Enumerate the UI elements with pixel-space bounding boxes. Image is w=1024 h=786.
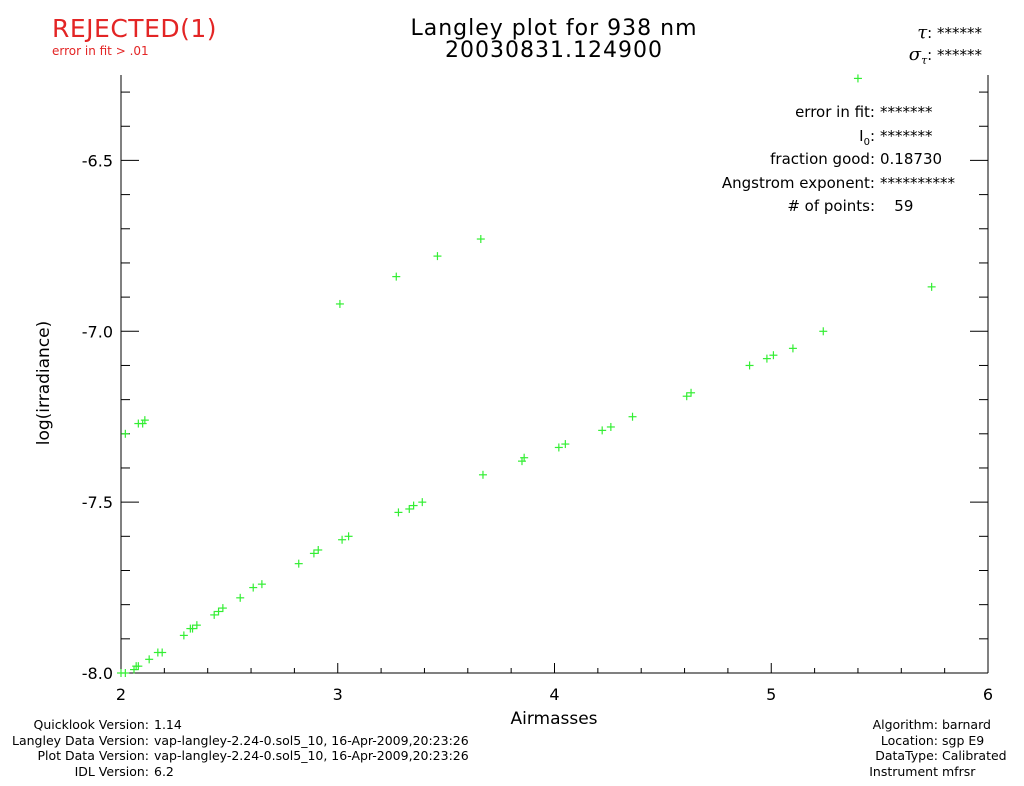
tau-value: : ****** [927,24,982,42]
footer-right-row-value: Calibrated [942,748,1007,763]
data-point [476,235,485,244]
data-point [121,669,130,677]
data-point [309,549,318,558]
stat-label: error in fit: [795,103,875,121]
plot-title: Langley plot for 938 nm [410,16,698,41]
x-tick-label: 5 [766,685,776,704]
data-point [188,624,197,633]
data-point [409,501,418,510]
stat-label: fraction good: [770,150,875,168]
data-point [628,412,637,421]
data-point [769,351,778,360]
y-axis-label: log(irradiance) [34,321,54,446]
footer-right-row-label: Algorithm: [872,717,938,732]
data-point [927,282,936,291]
footer-left-row-value: 1.14 [154,717,182,732]
status-note: error in fit > .01 [52,44,149,58]
data-point [134,662,143,671]
data-point [762,354,771,363]
data-point [687,388,696,397]
sigma-tau-readout: στ: ****** [909,44,982,67]
data-point [294,559,303,568]
data-point [145,655,154,664]
data-point [218,604,227,613]
footer-right-row-label: Location: [880,732,938,748]
y-tick-label: -7.5 [82,493,113,512]
data-point [179,631,188,640]
data-point [158,648,167,657]
footer-left-row-label: Langley Data Version: [11,732,149,748]
data-point [561,440,570,449]
data-point [210,610,219,619]
footer-left-row-value: vap-langley-2.24-0.sol5_10, 16-Apr-2009,… [154,748,469,763]
tau-symbol: τ [917,22,928,43]
data-points [117,74,936,677]
footer-right-row-value: barnard [942,717,991,732]
footer-left-row-label: Quicklook Version: [33,717,149,732]
sigma-subscript: τ [921,54,928,67]
data-point [392,272,401,281]
data-point [314,545,323,554]
footer-left-row-label: IDL Version: [74,763,149,779]
x-axis-label: Airmasses [510,709,597,729]
footer-right-row-value: sgp E9 [942,732,985,748]
stat-value: 59 [880,197,914,215]
data-point [819,327,828,336]
footer-right-row-value: mfrsr [942,763,976,779]
data-point [433,252,442,261]
data-point [121,429,130,438]
status-label: REJECTED(1) [52,14,218,43]
sigma-symbol: σ [908,44,922,65]
stat-label: I0: [859,126,875,148]
data-point [554,443,563,452]
tau-readout: τ: ****** [917,22,982,43]
data-point [405,504,414,513]
data-point [745,361,754,370]
data-point [130,665,139,674]
data-point [214,607,223,616]
stat-label: # of points: [787,197,875,215]
y-tick-label: -8.0 [82,664,113,683]
plot-subtitle: 20030831.124900 [445,38,663,63]
data-point [517,457,526,466]
data-point [140,416,149,425]
data-point [249,583,258,592]
data-point [338,535,347,544]
data-point [394,508,403,517]
sigma-value: : ****** [927,46,982,64]
stat-value: ******* [880,126,933,145]
data-point [788,344,797,353]
stat-value: ********** [880,173,955,192]
y-tick-label: -6.5 [82,151,113,170]
data-point [520,453,529,462]
data-point [853,74,862,83]
footer-right-row-label: Instrument [869,763,938,779]
footer-left-row-value: 6.2 [154,763,174,779]
data-point [418,498,427,507]
footer-left-row-value: vap-langley-2.24-0.sol5_10, 16-Apr-2009,… [154,732,469,748]
data-point [478,470,487,479]
x-tick-label: 4 [549,685,559,704]
x-tick-label: 2 [116,685,126,704]
y-tick-label: -7.0 [82,322,113,341]
footer-right-row-label: DataType: [875,748,938,763]
x-tick-label: 6 [983,685,993,704]
data-point [236,593,245,602]
data-point [335,299,344,308]
data-point [606,422,615,431]
data-point [138,419,147,428]
stat-label: Angstrom exponent: [721,173,875,192]
data-point [344,532,353,541]
data-point [192,621,201,630]
footer-left-row-label: Plot Data Version: [37,748,149,763]
x-tick-label: 3 [333,685,343,704]
stat-value: 0.18730 [880,150,943,168]
tick-labels: 2 3 4 5 6 -8.0 -7.5 -7.0 -6.5 [82,151,993,704]
data-point [257,580,266,589]
data-point [598,426,607,435]
stat-value: ******* [880,103,933,121]
data-point [682,392,691,401]
